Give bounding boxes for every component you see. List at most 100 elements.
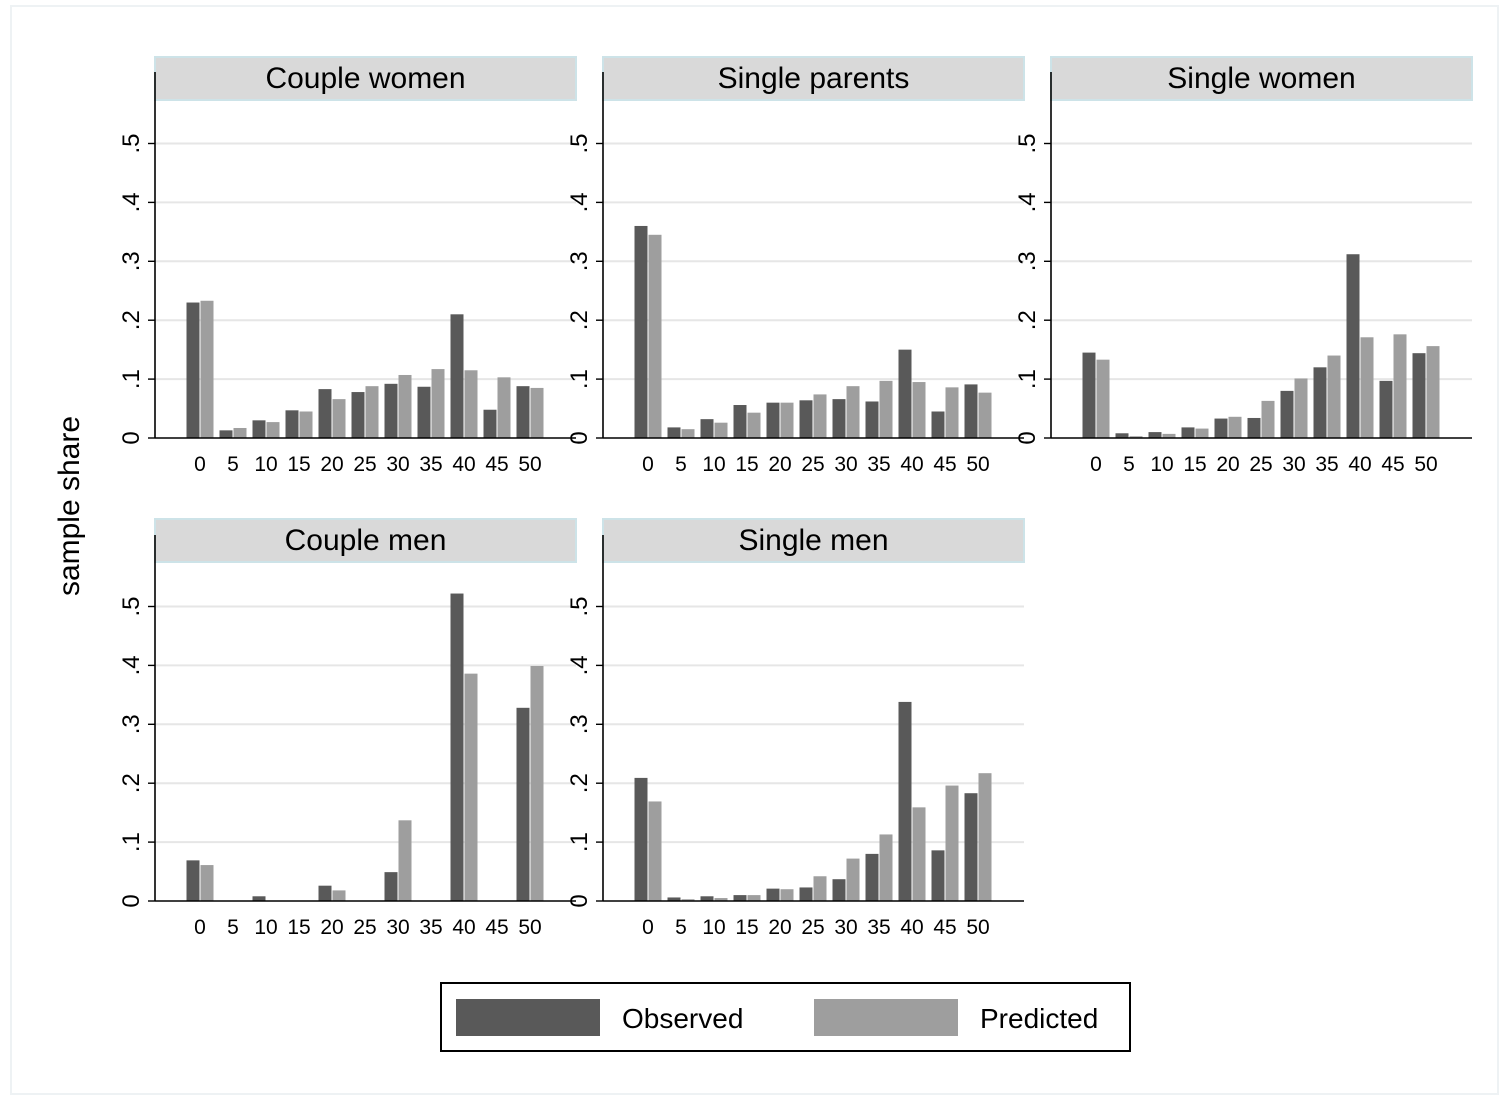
bar-observed [733, 405, 747, 438]
bar-predicted [780, 889, 794, 901]
bar-observed [865, 401, 879, 438]
bar-observed [667, 897, 681, 901]
x-tick-label: 20 [320, 453, 343, 476]
bar-observed [483, 409, 497, 438]
x-tick-label: 0 [1090, 453, 1102, 476]
x-tick-label: 50 [966, 453, 989, 476]
x-tick-label: 0 [642, 453, 654, 476]
x-tick-label: 50 [518, 453, 541, 476]
x-tick-label: 15 [287, 916, 310, 939]
bar-observed [766, 402, 780, 438]
bar-observed [799, 400, 813, 438]
x-tick-label: 30 [834, 453, 857, 476]
x-tick-label: 20 [768, 916, 791, 939]
y-tick-label: .5 [566, 133, 593, 153]
bar-predicted [200, 300, 214, 438]
y-axis-label: sample share [53, 416, 86, 596]
x-tick-label: 45 [1381, 453, 1404, 476]
x-tick-label: 0 [194, 453, 206, 476]
y-tick-label: 0 [1014, 431, 1041, 444]
bar-observed [351, 392, 365, 438]
bar-predicted [365, 386, 379, 438]
bar-predicted [398, 820, 412, 901]
x-tick-label: 50 [966, 916, 989, 939]
bar-observed [1181, 427, 1195, 438]
x-tick-label: 35 [419, 916, 442, 939]
y-tick-label: .1 [118, 369, 145, 389]
bar-observed [733, 895, 747, 901]
bar-observed [1280, 390, 1294, 438]
x-tick-label: 25 [353, 916, 376, 939]
x-tick-label: 5 [675, 453, 687, 476]
bar-predicted [879, 380, 893, 438]
x-tick-label: 35 [867, 453, 890, 476]
bar-observed [832, 879, 846, 901]
bar-predicted [464, 370, 478, 438]
x-tick-label: 0 [194, 916, 206, 939]
x-tick-label: 5 [227, 916, 239, 939]
panel-title: Couple women [265, 62, 465, 95]
bar-predicted [1096, 359, 1110, 438]
bar-observed [931, 850, 945, 901]
x-tick-label: 15 [735, 916, 758, 939]
bar-observed [1214, 418, 1228, 438]
bar-predicted [332, 399, 346, 438]
panel-title: Single parents [718, 62, 910, 95]
x-tick-label: 0 [642, 916, 654, 939]
y-tick-label: .1 [566, 832, 593, 852]
x-tick-label: 30 [1282, 453, 1305, 476]
bar-observed [186, 302, 200, 438]
y-tick-label: .2 [566, 310, 593, 330]
legend-swatch-observed [456, 999, 600, 1036]
legend: Observed Predicted [440, 982, 1131, 1052]
x-tick-label: 35 [867, 916, 890, 939]
bar-predicted [714, 422, 728, 438]
bar-predicted [978, 773, 992, 901]
x-tick-label: 20 [1216, 453, 1239, 476]
bar-predicted [813, 876, 827, 901]
x-tick-label: 5 [675, 916, 687, 939]
panel-title: Single women [1167, 62, 1355, 95]
bar-observed [865, 853, 879, 901]
y-tick-label: .2 [118, 310, 145, 330]
bar-predicted [945, 785, 959, 901]
bar-observed [700, 896, 714, 901]
y-tick-label: 0 [566, 431, 593, 444]
x-tick-label: 25 [1249, 453, 1272, 476]
bar-predicted [1360, 337, 1374, 438]
bar-predicted [530, 665, 544, 901]
bar-observed [898, 349, 912, 438]
y-tick-label: .4 [566, 192, 593, 212]
bar-observed [384, 872, 398, 901]
bar-predicted [233, 427, 247, 438]
y-tick-label: .2 [118, 773, 145, 793]
y-tick-label: .4 [118, 192, 145, 212]
bar-predicted [1426, 346, 1440, 438]
x-tick-label: 25 [801, 453, 824, 476]
bar-observed [832, 399, 846, 438]
y-tick-label: .3 [118, 251, 145, 271]
bar-predicted [747, 412, 761, 438]
bar-predicted [912, 382, 926, 438]
bar-observed [1148, 432, 1162, 438]
bar-observed [450, 593, 464, 901]
bar-predicted [714, 898, 728, 901]
bar-observed [799, 887, 813, 901]
bar-predicted [681, 429, 695, 438]
x-tick-label: 40 [452, 916, 475, 939]
legend-label-observed: Observed [622, 1003, 743, 1034]
y-tick-label: .5 [566, 596, 593, 616]
x-tick-label: 15 [287, 453, 310, 476]
bar-predicted [464, 673, 478, 901]
panel-title: Couple men [285, 524, 447, 557]
bar-predicted [332, 890, 346, 901]
x-tick-label: 50 [1414, 453, 1437, 476]
bar-observed [516, 386, 530, 438]
x-tick-label: 40 [900, 453, 923, 476]
x-tick-label: 10 [254, 916, 277, 939]
y-tick-label: .1 [566, 369, 593, 389]
bar-observed [964, 793, 978, 901]
